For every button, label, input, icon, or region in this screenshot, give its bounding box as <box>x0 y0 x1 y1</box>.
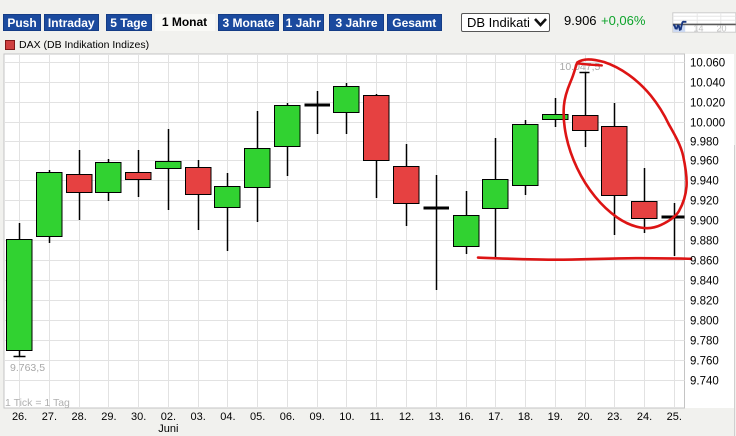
svg-text:9.880: 9.880 <box>690 236 719 248</box>
svg-text:9.800: 9.800 <box>690 316 719 328</box>
svg-text:17.: 17. <box>488 411 503 423</box>
svg-text:10.060: 10.060 <box>690 58 725 70</box>
svg-text:9.860: 9.860 <box>690 256 719 268</box>
svg-text:10.020: 10.020 <box>690 98 725 110</box>
svg-text:16.: 16. <box>458 411 473 423</box>
svg-text:26.: 26. <box>12 411 27 423</box>
svg-text:10.040: 10.040 <box>690 78 725 90</box>
svg-text:9.980: 9.980 <box>690 137 719 149</box>
svg-text:29.: 29. <box>101 411 116 423</box>
svg-text:10.: 10. <box>339 411 354 423</box>
svg-text:06.: 06. <box>280 411 295 423</box>
svg-text:9.940: 9.940 <box>690 176 719 188</box>
svg-text:9.900: 9.900 <box>690 216 719 228</box>
svg-text:9.780: 9.780 <box>690 336 719 348</box>
svg-text:25.: 25. <box>667 411 682 423</box>
svg-text:28.: 28. <box>71 411 86 423</box>
svg-text:9.740: 9.740 <box>690 376 719 388</box>
svg-text:12.: 12. <box>399 411 414 423</box>
svg-text:20: 20 <box>717 23 727 33</box>
svg-text:24.: 24. <box>637 411 652 423</box>
svg-text:04.: 04. <box>220 411 235 423</box>
svg-text:9.920: 9.920 <box>690 196 719 208</box>
svg-text:19.: 19. <box>548 411 563 423</box>
svg-text:02.: 02. <box>161 411 176 423</box>
svg-text:27.: 27. <box>42 411 57 423</box>
svg-text:11.: 11. <box>369 411 383 423</box>
svg-text:9.760: 9.760 <box>690 356 719 368</box>
svg-text:1 Tick = 1 Tag: 1 Tick = 1 Tag <box>5 397 70 409</box>
svg-text:03.: 03. <box>191 411 206 423</box>
svg-text:14: 14 <box>694 23 704 33</box>
svg-text:13.: 13. <box>429 411 444 423</box>
svg-text:09.: 09. <box>310 411 325 423</box>
svg-text:9.840: 9.840 <box>690 276 719 288</box>
svg-text:05.: 05. <box>250 411 265 423</box>
svg-text:9.820: 9.820 <box>690 296 719 308</box>
svg-text:20.: 20. <box>577 411 592 423</box>
svg-text:30.: 30. <box>131 411 146 423</box>
svg-text:10.000: 10.000 <box>690 118 725 130</box>
svg-text:Juni: Juni <box>158 423 178 435</box>
svg-text:9.960: 9.960 <box>690 156 719 168</box>
svg-text:18.: 18. <box>518 411 533 423</box>
svg-text:9.763,5: 9.763,5 <box>10 362 45 374</box>
svg-text:23.: 23. <box>607 411 622 423</box>
